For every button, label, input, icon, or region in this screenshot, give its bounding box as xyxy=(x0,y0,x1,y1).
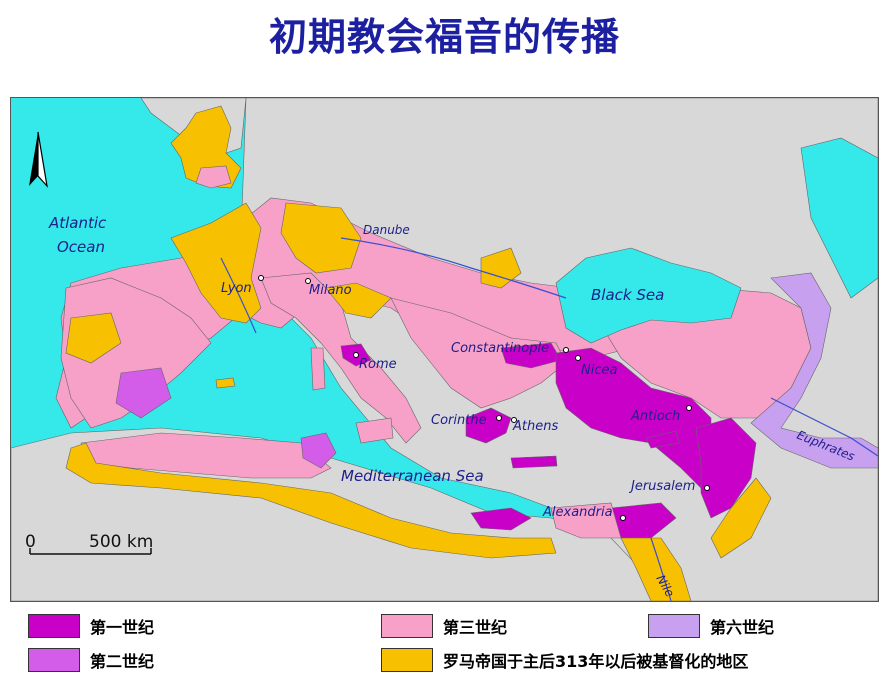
region-italy-pink xyxy=(260,272,422,444)
label-mediterranean: Mediterranean Sea xyxy=(341,467,484,485)
label-milano: Milano xyxy=(309,283,352,298)
label-rome: Rome xyxy=(359,357,397,372)
region-north-africa-yellow xyxy=(65,442,557,559)
city-dot-constantinople xyxy=(563,347,569,353)
river-danube xyxy=(340,237,567,299)
island-sardinia xyxy=(310,347,326,391)
page-title: 初期教会福音的传播 xyxy=(268,15,620,59)
island-balearic xyxy=(215,377,236,389)
legend-swatch-sixth-century xyxy=(648,614,700,638)
label-nicea: Nicea xyxy=(581,363,617,378)
black-sea xyxy=(555,247,742,344)
label-jerusalem: Jerusalem xyxy=(628,479,695,494)
region-syria-yellow xyxy=(710,477,772,559)
legend-after-313: 罗马帝国于主后313年以后被基督化的地区 xyxy=(381,647,748,673)
region-germania-yellow xyxy=(280,202,362,274)
region-britain-pink xyxy=(195,165,232,189)
city-dot-jerusalem xyxy=(704,485,710,491)
label-black-sea: Black Sea xyxy=(591,286,664,304)
scale-distance: 500 km xyxy=(89,532,153,552)
region-egypt-pink xyxy=(550,502,622,539)
legend-third-century: 第三世纪 xyxy=(381,613,507,639)
river-lines xyxy=(220,237,878,601)
region-armenia-lilac xyxy=(750,272,878,469)
legend-swatch-second-century xyxy=(28,648,80,672)
river-nile xyxy=(650,537,672,601)
label-alexandria: Alexandria xyxy=(542,505,613,520)
legend-label-second-century: 第二世纪 xyxy=(90,652,155,671)
caspian-sea xyxy=(800,137,878,299)
region-iberia-magenta xyxy=(115,367,172,419)
legend-label-first-century: 第一世纪 xyxy=(90,618,155,637)
region-carthage-lilac xyxy=(300,432,337,469)
river-rhone xyxy=(220,257,257,334)
legend-sixth-century: 第六世纪 xyxy=(648,613,774,639)
city-markers xyxy=(258,275,710,521)
map-legend: 第一世纪 第二世纪 第三世纪 罗马帝国于主后313年以后被基督化的地区 第六世纪 xyxy=(0,605,889,681)
legend-swatch-first-century xyxy=(28,614,80,638)
legend-second-century: 第二世纪 xyxy=(28,647,154,673)
legend-swatch-after-313 xyxy=(381,648,433,672)
region-italy-yellow xyxy=(325,282,392,319)
label-atlantic-line2: Ocean xyxy=(57,238,105,256)
legend-label-sixth-century: 第六世纪 xyxy=(710,618,775,637)
label-lyon: Lyon xyxy=(221,281,252,296)
region-egypt-yellow xyxy=(620,537,692,601)
island-crete xyxy=(510,455,558,469)
city-dot-antioch xyxy=(686,405,692,411)
city-dot-lyon xyxy=(258,275,264,281)
label-atlantic-line1: Atlantic xyxy=(48,214,107,232)
legend-first-century: 第一世纪 xyxy=(28,613,154,639)
legend-swatch-third-century xyxy=(381,614,433,638)
island-cyprus xyxy=(645,430,680,449)
legend-label-third-century: 第三世纪 xyxy=(443,618,508,637)
north-arrow-icon xyxy=(29,131,48,188)
map[interactable]: Atlantic Ocean Black Sea Mediterranean S… xyxy=(10,97,879,602)
label-danube: Danube xyxy=(363,223,410,237)
city-dot-athens xyxy=(511,417,517,423)
region-macedonia xyxy=(500,342,562,369)
city-dot-milano xyxy=(305,278,311,284)
region-libya-magenta xyxy=(470,507,532,531)
city-dot-nicea xyxy=(575,355,581,361)
region-iberia-yellow xyxy=(65,312,122,364)
city-dot-rome xyxy=(353,352,359,358)
label-athens: Athens xyxy=(512,419,558,434)
scale-zero: 0 xyxy=(25,532,36,552)
city-dot-corinthe xyxy=(496,415,502,421)
scale-bar: 0 500 km xyxy=(25,532,153,555)
region-balkans-pink xyxy=(390,297,567,409)
label-antioch: Antioch xyxy=(630,409,680,424)
label-corinthe: Corinthe xyxy=(431,413,487,428)
city-dot-alexandria xyxy=(620,515,626,521)
legend-label-after-313: 罗马帝国于主后313年以后被基督化的地区 xyxy=(443,652,749,671)
label-constantinople: Constantinople xyxy=(451,341,549,356)
island-sicily xyxy=(355,417,394,444)
river-euphrates xyxy=(770,397,878,457)
